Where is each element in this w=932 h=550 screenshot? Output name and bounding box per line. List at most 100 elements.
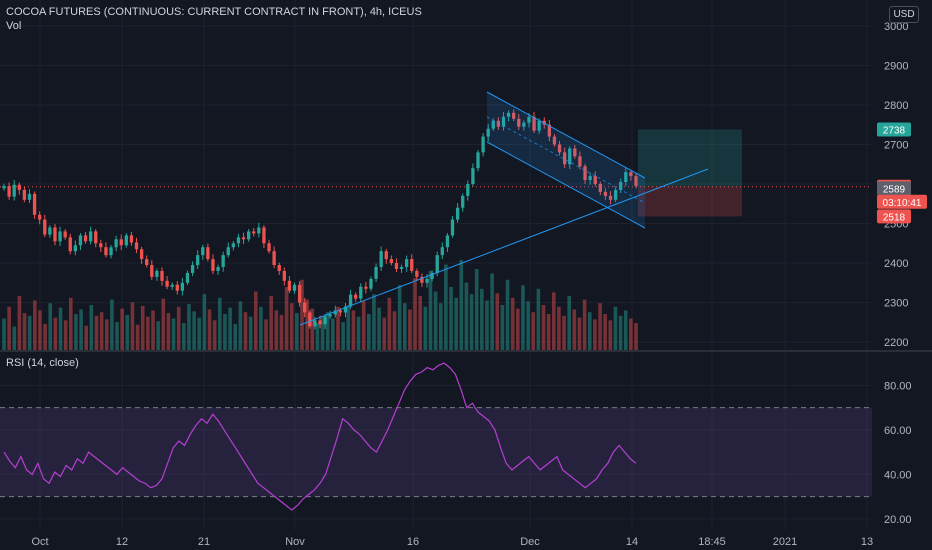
volume-bar <box>264 319 268 350</box>
candle-body <box>512 112 516 119</box>
candle-body <box>27 193 32 200</box>
volume-bar <box>295 313 299 350</box>
chart-title: COCOA FUTURES (CONTINUOUS: CURRENT CONTR… <box>6 6 422 18</box>
candle-body <box>206 247 210 260</box>
candle-body <box>231 243 236 248</box>
volume-bar <box>310 308 315 350</box>
candle-body <box>522 122 526 127</box>
rsi-tick-label: 80.00 <box>884 380 912 392</box>
volume-bar <box>115 322 119 350</box>
volume-bar <box>495 293 500 350</box>
volume-bar <box>408 309 412 350</box>
candle-body <box>343 306 348 313</box>
volume-bar <box>84 325 89 350</box>
candle-body <box>109 247 113 256</box>
volume-bar <box>89 305 94 350</box>
candle-body <box>134 242 139 250</box>
volume-bar <box>367 314 371 350</box>
candle-body <box>83 235 88 242</box>
candle-body <box>175 284 179 291</box>
candle-body <box>491 120 495 129</box>
volume-bar <box>587 312 592 350</box>
candle-body <box>287 280 292 291</box>
time-tick-label: Dec <box>520 536 540 548</box>
volume-bar <box>536 288 541 350</box>
volume-bar <box>551 292 556 350</box>
volume-bar <box>182 323 186 350</box>
candle-body <box>532 116 536 131</box>
candle-body <box>588 176 592 181</box>
candle-body <box>201 247 205 256</box>
volume-bar <box>572 309 577 350</box>
volume-bar <box>464 282 469 350</box>
rsi-tick-label: 40.00 <box>884 469 912 481</box>
volume-bar <box>27 315 32 350</box>
volume-bar <box>156 321 160 350</box>
candle-body <box>517 118 521 127</box>
ascending-trendline <box>299 168 709 326</box>
volume-bar <box>68 297 73 350</box>
candle-body <box>53 227 57 242</box>
currency-button[interactable]: USD <box>889 6 919 23</box>
volume-bar <box>94 315 99 350</box>
candle-body <box>196 255 200 266</box>
candle-body <box>94 231 98 244</box>
price-tag-bg <box>877 181 911 196</box>
volume-bar <box>418 296 422 350</box>
volume-bar <box>284 287 289 350</box>
candle-body <box>226 247 230 256</box>
volume-bar <box>120 308 124 350</box>
rsi-tick-label: 20.00 <box>884 514 912 526</box>
candle-body <box>150 265 154 277</box>
time-tick-label: 13 <box>861 536 873 548</box>
candle-body <box>501 116 506 127</box>
volume-bar <box>176 306 181 350</box>
candle-body <box>58 231 62 242</box>
candle-body <box>114 239 118 248</box>
candle-body <box>313 320 317 327</box>
candle-body <box>139 249 144 260</box>
rsi-label: RSI (14, close) <box>6 357 79 369</box>
price-tick-label: 2900 <box>884 60 908 72</box>
volume-bar <box>618 315 623 350</box>
time-tick-label: Nov <box>285 536 305 548</box>
candle-body <box>359 286 363 299</box>
candle-body <box>48 227 52 235</box>
candle-body <box>104 247 108 256</box>
candle-body <box>379 251 383 267</box>
candle-body <box>399 267 404 269</box>
candle-body <box>318 320 322 325</box>
candle-body <box>129 235 134 243</box>
volume-bar <box>444 264 448 350</box>
candle-body <box>583 166 587 181</box>
volume-bar <box>469 294 474 350</box>
volume-bar <box>110 299 114 350</box>
price-tag-2738: 2738 <box>883 125 906 136</box>
price-tag-bg <box>877 122 911 137</box>
candle-body <box>12 184 16 197</box>
volume-bar <box>480 288 484 350</box>
candle-body <box>308 312 312 327</box>
volume-bar <box>233 323 238 350</box>
candle-body <box>603 191 608 196</box>
volume-bar <box>135 324 140 350</box>
volume-bar <box>7 306 11 350</box>
candle-body <box>608 195 613 200</box>
candle-body <box>506 112 511 117</box>
volume-bar <box>197 317 202 350</box>
volume-bar <box>454 297 458 350</box>
candle-body <box>88 231 93 242</box>
rsi-band-fill <box>0 407 872 497</box>
candle-body <box>450 219 455 236</box>
volume-bar <box>48 303 53 350</box>
volume-bar <box>346 305 351 350</box>
price-tick-label: 2300 <box>884 298 908 310</box>
candle-body <box>211 259 215 271</box>
candle-body <box>369 278 373 289</box>
candle-body <box>32 193 37 215</box>
price-tick-label: 2200 <box>884 337 908 349</box>
volume-bar <box>546 314 551 350</box>
volume-bar <box>382 317 387 350</box>
candle-body <box>323 316 327 325</box>
